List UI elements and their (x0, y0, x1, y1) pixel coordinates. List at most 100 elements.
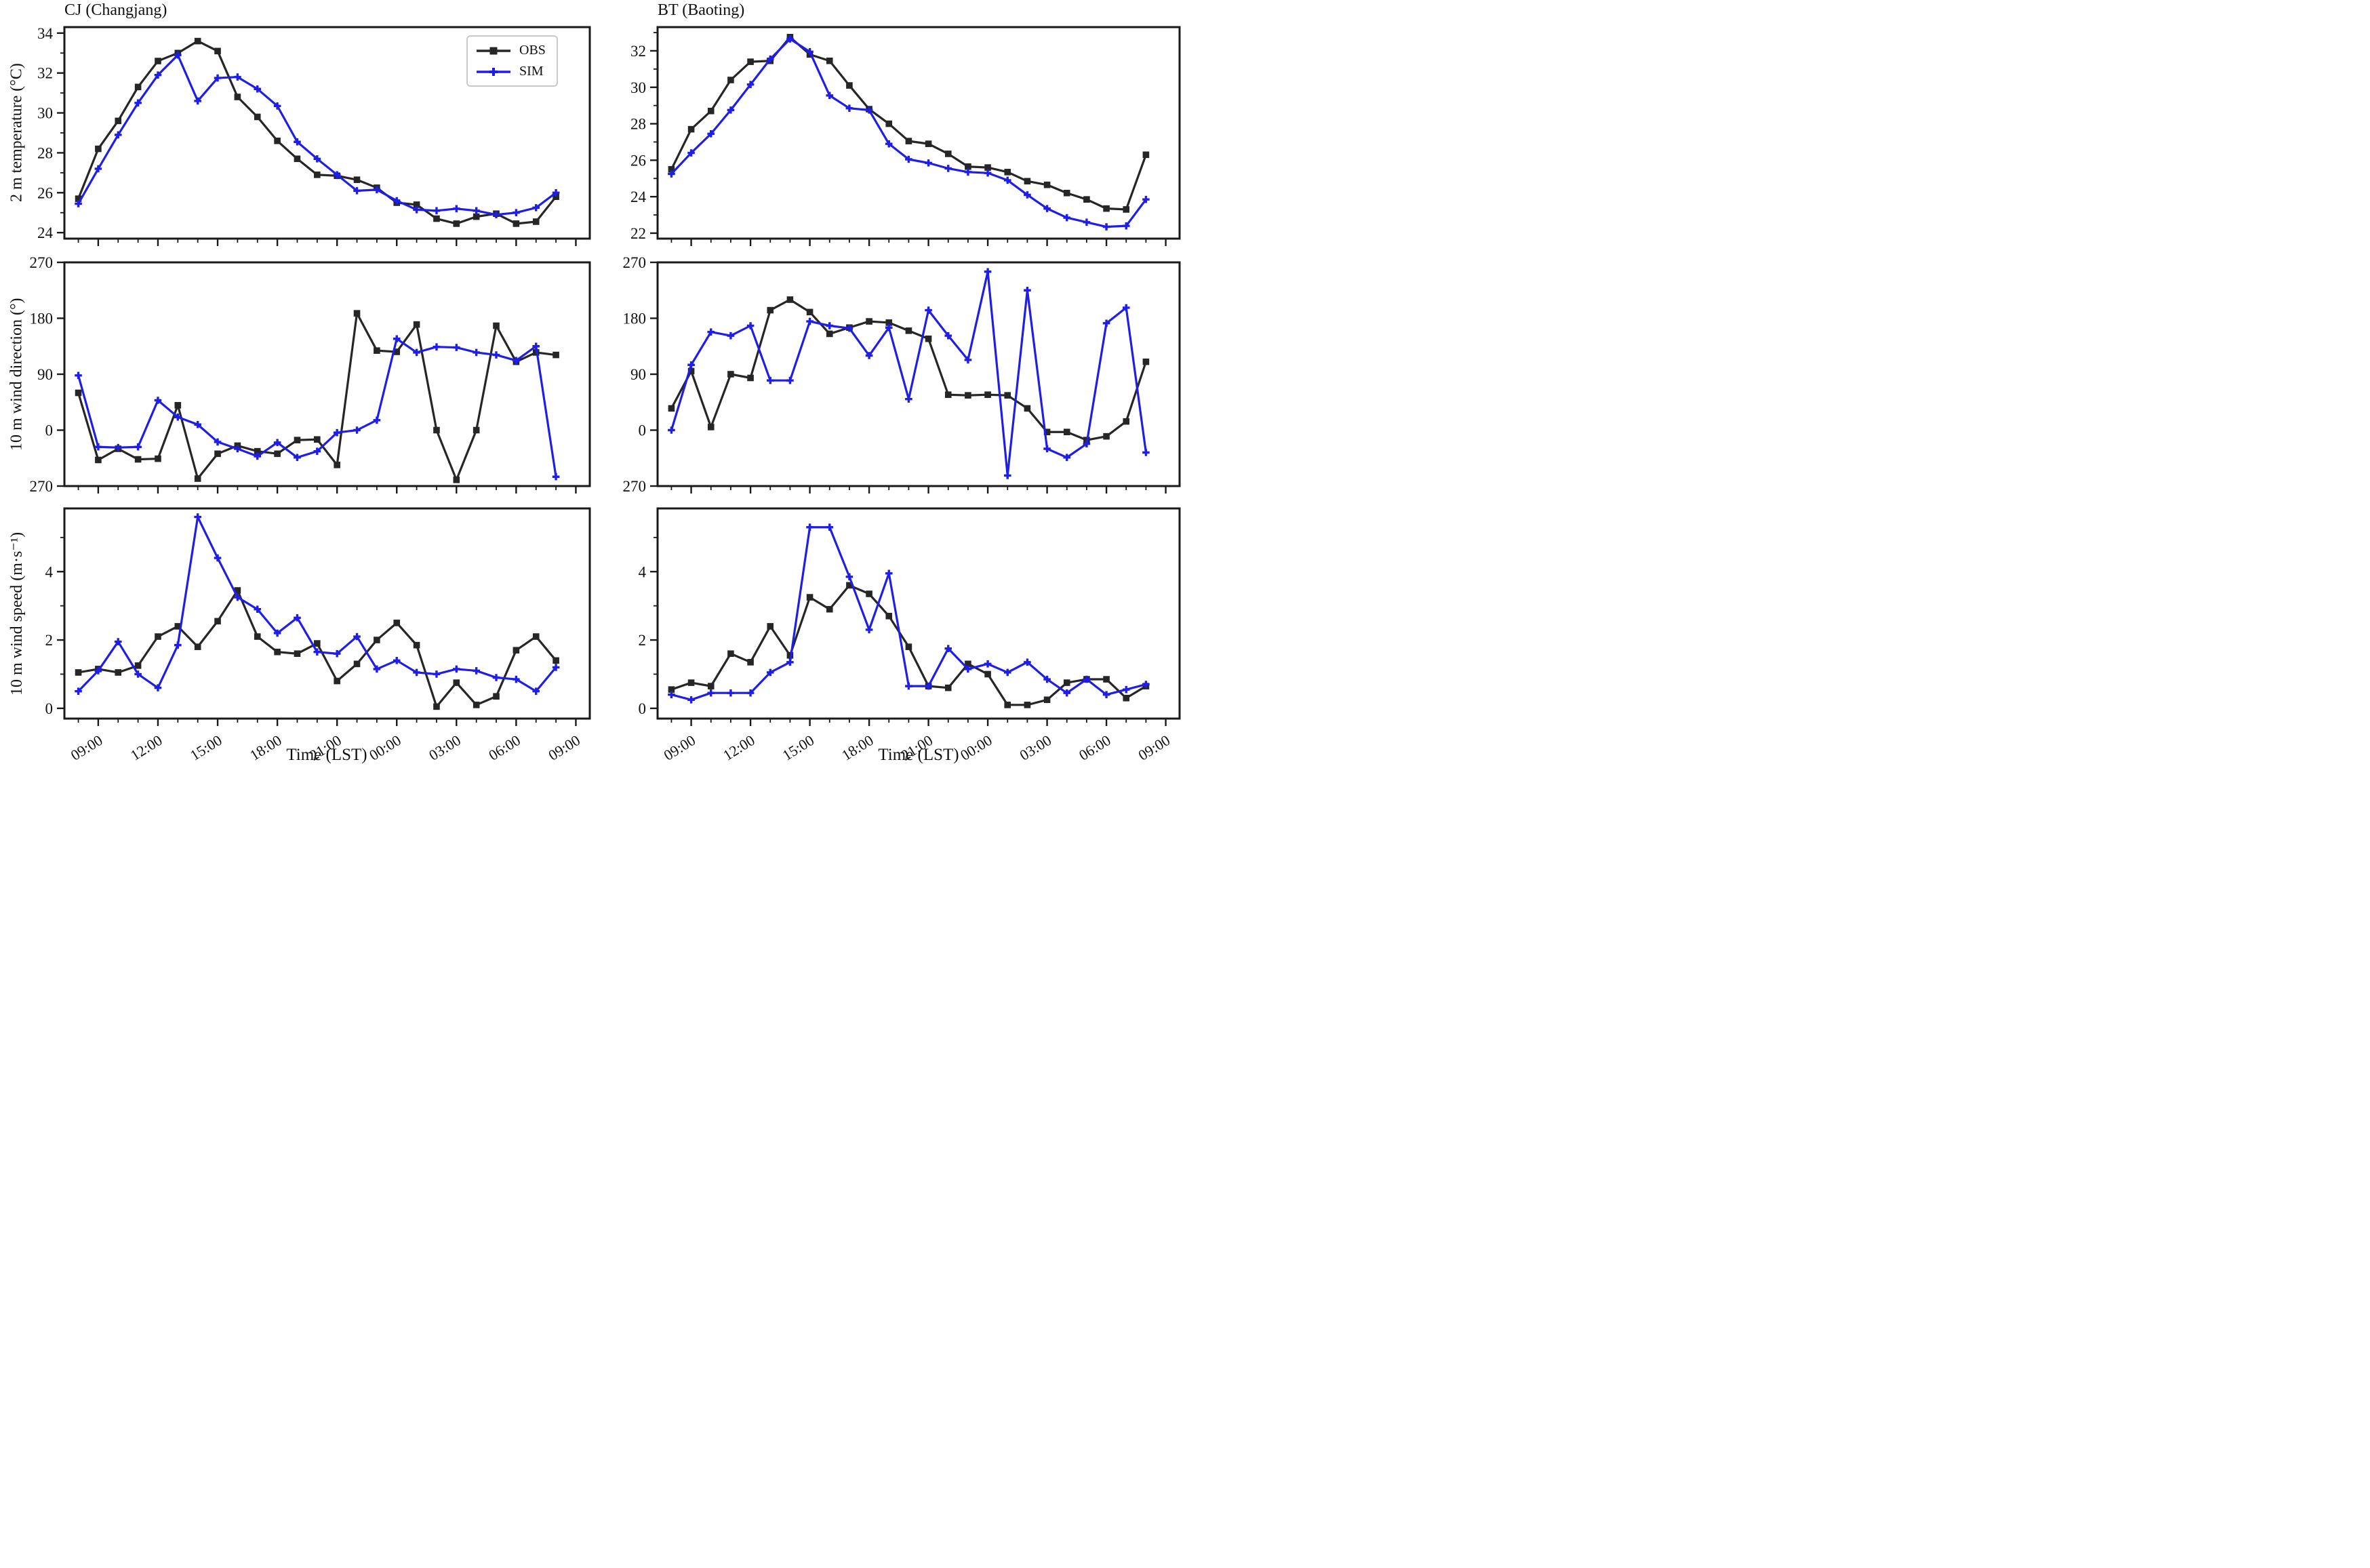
obs-marker (453, 477, 460, 483)
obs-marker (155, 58, 161, 64)
sim-marker (984, 660, 992, 668)
obs-marker (433, 426, 440, 434)
obs-marker (115, 117, 122, 125)
obs-marker (965, 163, 971, 170)
sim-marker (1003, 176, 1011, 184)
obs-marker (984, 164, 991, 171)
sim-marker (473, 667, 480, 675)
obs-marker (944, 150, 952, 157)
obs-marker (254, 113, 261, 121)
obs-marker (214, 450, 221, 458)
sim-marker (964, 168, 972, 176)
sim-marker (333, 428, 341, 437)
column-title-cj: CJ (Changjang) (64, 1, 167, 19)
sim-marker (1043, 675, 1051, 683)
sim-marker (826, 92, 834, 100)
bt-temperature-chart: 22 24 26 28 30 32 (630, 26, 1181, 246)
sim-marker (1083, 675, 1091, 683)
obs-marker (413, 321, 420, 328)
obs-marker (134, 83, 142, 91)
obs-marker (806, 308, 814, 316)
sim-marker (1102, 691, 1110, 699)
sim-marker (984, 169, 992, 177)
obs-marker (687, 679, 695, 686)
obs-marker (1043, 696, 1051, 704)
sim-line (670, 37, 1147, 228)
obs-marker (1004, 702, 1011, 708)
sim-marker (134, 99, 142, 107)
sim-marker (214, 74, 222, 82)
obs-marker (866, 590, 872, 597)
x-tick-label: 06:00 (485, 731, 523, 764)
obs-marker (294, 155, 301, 163)
obs-marker (353, 176, 361, 183)
obs-marker (214, 618, 221, 625)
sim-marker (513, 209, 520, 217)
obs-marker (1043, 428, 1051, 436)
sim-marker (727, 106, 735, 114)
sim-marker (353, 426, 361, 434)
y-tick-label: 2 (45, 632, 54, 649)
sim-marker (453, 665, 460, 673)
obs-marker (866, 318, 872, 325)
sim-marker (294, 614, 301, 622)
sim-marker (687, 149, 695, 157)
bt-wind-direction-chart: 270 180 90 0 270 (623, 254, 1181, 495)
sim-marker (668, 426, 675, 434)
sim-marker (154, 71, 162, 79)
sim-marker (94, 443, 102, 451)
obs-marker (433, 703, 440, 710)
panel-bt-wind-direction: 270 180 90 0 270 (623, 254, 1181, 495)
obs-marker (115, 669, 122, 676)
x-tick-label: 06:00 (1076, 731, 1114, 764)
obs-marker (393, 348, 401, 355)
x-tick-label: 09:00 (1135, 731, 1173, 764)
obs-marker (1063, 428, 1070, 436)
obs-marker (134, 662, 142, 669)
obs-marker (727, 77, 734, 83)
sim-marker (94, 667, 102, 675)
y-tick-label: 28 (630, 116, 646, 133)
sim-marker (1142, 195, 1150, 203)
sim-marker (373, 186, 381, 194)
obs-marker (905, 643, 912, 650)
sim-marker (294, 138, 301, 146)
obs-marker (274, 137, 281, 144)
obs-marker (727, 650, 734, 658)
sim-marker (1003, 668, 1011, 677)
sim-marker (313, 447, 321, 455)
sim-marker (254, 605, 262, 613)
sim-marker (134, 670, 142, 678)
obs-marker (965, 660, 971, 668)
sim-marker (413, 668, 420, 677)
sim-marker (905, 395, 912, 403)
obs-marker (1103, 676, 1110, 683)
sim-marker (964, 356, 972, 364)
sim-marker (433, 207, 441, 215)
obs-marker (1123, 206, 1130, 213)
column-title-bt: BT (Baoting) (658, 1, 745, 19)
y-tick-label: 270 (30, 478, 54, 495)
sim-marker (433, 670, 441, 678)
obs-marker (767, 306, 774, 314)
obs-marker (453, 679, 460, 686)
obs-marker (707, 424, 715, 430)
obs-marker (95, 456, 102, 464)
sim-marker (234, 445, 241, 453)
obs-marker (1063, 189, 1070, 197)
obs-marker (668, 165, 675, 173)
y-tick-label: 24 (630, 188, 647, 205)
cj-wind-direction-chart: 270 180 90 0 270 (30, 254, 591, 495)
y-tick-label: 0 (639, 422, 647, 439)
sim-marker (413, 206, 420, 214)
sim-marker (75, 687, 82, 695)
sim-marker (1102, 319, 1110, 327)
sim-marker (273, 629, 281, 637)
y-tick-label: 22 (630, 225, 646, 242)
y-tick-label: 4 (45, 563, 54, 580)
sim-line (77, 516, 557, 693)
sim-marker (294, 454, 301, 462)
sim-marker (273, 439, 281, 447)
sim-marker (1063, 214, 1071, 222)
sim-marker (214, 554, 222, 562)
